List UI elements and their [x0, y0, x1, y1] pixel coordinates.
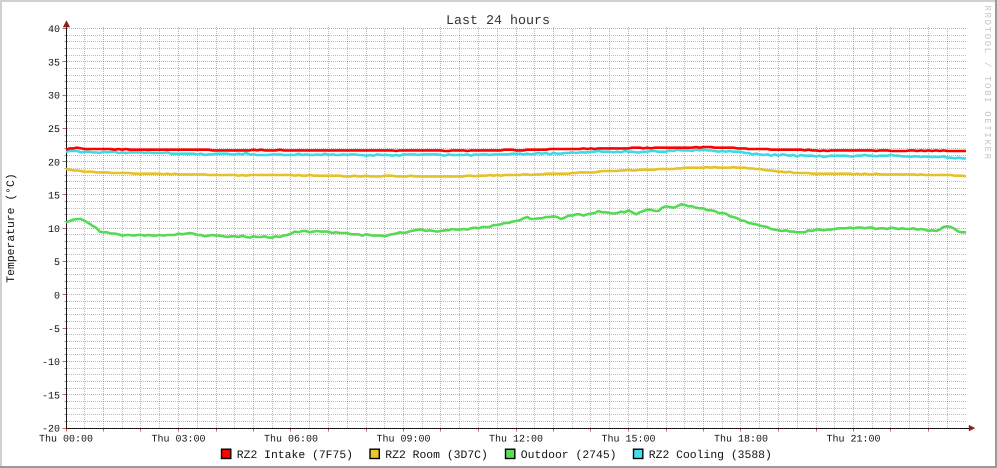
svg-text:RRDTOOL / TOBI OETIKER: RRDTOOL / TOBI OETIKER: [982, 6, 992, 161]
svg-text:Last 24 hours: Last 24 hours: [446, 13, 550, 28]
svg-text:35: 35: [48, 58, 60, 69]
svg-text:-5: -5: [48, 325, 60, 336]
svg-text:-10: -10: [42, 358, 60, 369]
svg-text:Thu 18:00: Thu 18:00: [714, 434, 768, 446]
svg-text:40: 40: [48, 25, 60, 36]
svg-text:5: 5: [54, 258, 60, 269]
svg-text:Thu 03:00: Thu 03:00: [151, 434, 205, 446]
svg-text:30: 30: [48, 92, 60, 103]
svg-text:Thu 21:00: Thu 21:00: [826, 434, 880, 446]
svg-text:-15: -15: [42, 391, 60, 402]
svg-text:Thu 09:00: Thu 09:00: [376, 434, 430, 446]
svg-text:Thu 00:00: Thu 00:00: [39, 434, 93, 446]
svg-text:Outdoor (2745): Outdoor (2745): [521, 449, 617, 462]
svg-text:RZ2 Intake (7F75): RZ2 Intake (7F75): [237, 449, 353, 462]
svg-text:25: 25: [48, 125, 60, 136]
svg-text:Temperature (°C): Temperature (°C): [5, 173, 18, 282]
svg-text:RZ2 Room (3D7C): RZ2 Room (3D7C): [385, 449, 488, 462]
svg-text:Thu 12:00: Thu 12:00: [489, 434, 543, 446]
svg-text:-20: -20: [42, 425, 60, 436]
svg-text:Thu 06:00: Thu 06:00: [264, 434, 318, 446]
svg-text:20: 20: [48, 158, 60, 169]
svg-text:10: 10: [48, 225, 60, 236]
svg-text:RZ2 Cooling (3588): RZ2 Cooling (3588): [649, 449, 772, 462]
svg-text:Thu 15:00: Thu 15:00: [601, 434, 655, 446]
svg-text:15: 15: [48, 192, 60, 203]
svg-text:0: 0: [54, 292, 60, 303]
